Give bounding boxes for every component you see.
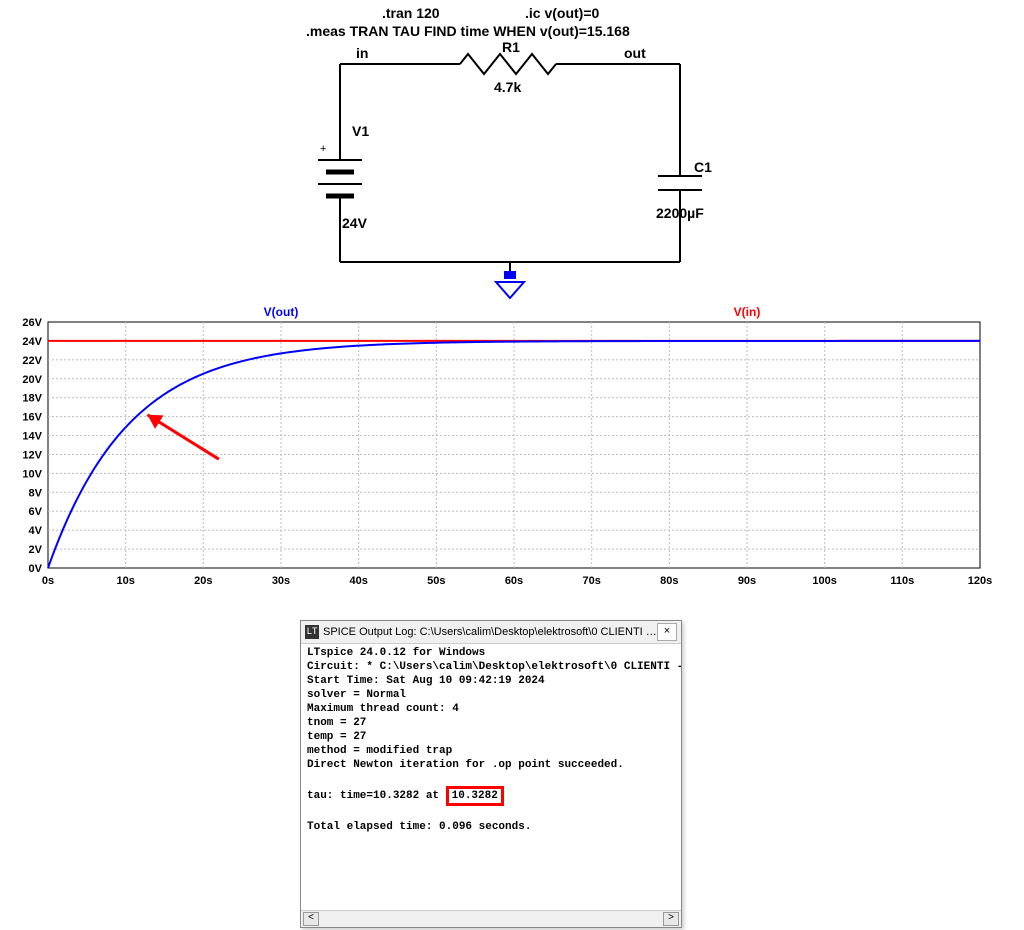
xtick-label: 110s — [890, 575, 914, 587]
log-titlebar[interactable]: LT SPICE Output Log: C:\Users\calim\Desk… — [301, 621, 681, 644]
component-V1: + — [318, 143, 362, 262]
directive-tran: .tran 120 — [382, 5, 440, 21]
net-label-out: out — [624, 45, 646, 61]
xtick-label: 90s — [738, 575, 756, 587]
spice-log-window[interactable]: LT SPICE Output Log: C:\Users\calim\Desk… — [300, 620, 682, 928]
ytick-label: 26V — [22, 317, 42, 329]
ytick-label: 14V — [22, 431, 42, 443]
xtick-label: 50s — [427, 575, 445, 587]
xtick-label: 100s — [812, 575, 836, 587]
c1-value: 2200µF — [656, 205, 704, 221]
xtick-label: 60s — [505, 575, 523, 587]
ytick-label: 2V — [29, 544, 43, 556]
trace-label-vin[interactable]: V(in) — [734, 305, 761, 319]
ytick-label: 24V — [22, 336, 42, 348]
directive-meas: .meas TRAN TAU FIND time WHEN v(out)=15.… — [306, 23, 630, 39]
ytick-label: 8V — [29, 487, 43, 499]
ground-symbol — [496, 262, 524, 298]
v1-name: V1 — [352, 123, 369, 139]
ytick-label: 18V — [22, 393, 42, 405]
directive-ic: .ic v(out)=0 — [525, 5, 600, 21]
xtick-label: 30s — [272, 575, 290, 587]
app-icon: LT — [305, 625, 319, 639]
v1-value: 24V — [342, 215, 368, 231]
tau-highlight: 10.3282 — [446, 786, 504, 806]
xtick-label: 80s — [660, 575, 678, 587]
ytick-label: 4V — [29, 525, 43, 537]
waveform-plot[interactable]: V(out) V(in) 0V 2V 4V 6V 8V 10V 12V 14V 16V 18V 20V 2… — [22, 305, 992, 587]
xtick-label: 40s — [349, 575, 367, 587]
svg-text:+: + — [320, 143, 326, 155]
ytick-label: 20V — [22, 374, 42, 386]
ytick-label: 22V — [22, 355, 42, 367]
ytick-label: 16V — [22, 412, 42, 424]
simulation-canvas: .tran 120 .ic v(out)=0 .meas TRAN TAU FI… — [0, 0, 1024, 620]
c1-name: C1 — [694, 159, 712, 175]
ytick-label: 10V — [22, 468, 42, 480]
ytick-label: 0V — [29, 563, 43, 575]
ytick-label: 6V — [29, 506, 43, 518]
log-title-text: SPICE Output Log: C:\Users\calim\Desktop… — [323, 626, 657, 638]
xtick-label: 0s — [42, 575, 54, 587]
xtick-label: 20s — [194, 575, 212, 587]
xtick-label: 10s — [116, 575, 134, 587]
xtick-label: 120s — [968, 575, 992, 587]
r1-value: 4.7k — [494, 79, 521, 95]
trace-label-vout[interactable]: V(out) — [264, 305, 299, 319]
log-body[interactable]: LTspice 24.0.12 for Windows Circuit: * C… — [301, 644, 681, 912]
tau-line: tau: time=10.3282 at 10.3282 — [307, 790, 504, 802]
scroll-left-icon[interactable]: < — [303, 912, 319, 926]
scroll-right-icon[interactable]: > — [663, 912, 679, 926]
r1-name: R1 — [502, 39, 520, 55]
component-R1 — [460, 54, 556, 74]
xtick-label: 70s — [582, 575, 600, 587]
log-scrollbar[interactable]: < > — [301, 910, 681, 927]
spice-directives: .tran 120 .ic v(out)=0 .meas TRAN TAU FI… — [306, 5, 630, 39]
close-icon[interactable]: × — [657, 623, 677, 641]
ytick-label: 12V — [22, 449, 42, 461]
net-label-in: in — [356, 45, 368, 61]
